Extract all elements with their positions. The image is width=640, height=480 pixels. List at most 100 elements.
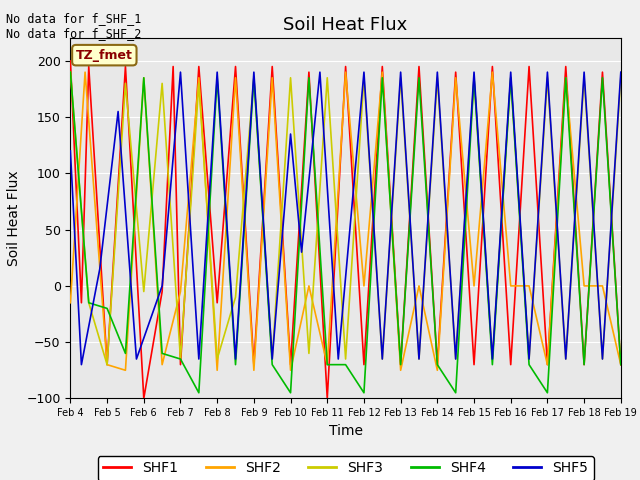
SHF4 [488, 362, 496, 368]
SHF5 [397, 69, 404, 75]
SHF4 [250, 75, 258, 81]
SHF3 [158, 81, 166, 86]
SHF1 [598, 69, 606, 75]
SHF1 [268, 64, 276, 70]
SHF4 [158, 350, 166, 356]
SHF5 [507, 69, 515, 75]
SHF1 [397, 362, 404, 368]
SHF3 [177, 356, 184, 362]
Line: SHF2: SHF2 [70, 72, 621, 370]
SHF5 [158, 283, 166, 289]
SHF1 [452, 69, 460, 75]
SHF5 [213, 69, 221, 75]
SHF5 [250, 69, 258, 75]
SHF4 [470, 75, 478, 81]
SHF5 [177, 69, 184, 75]
SHF3 [287, 75, 294, 81]
SHF1 [433, 362, 441, 368]
SHF1 [580, 362, 588, 368]
SHF1 [488, 64, 496, 70]
SHF3 [617, 75, 625, 81]
SHF5 [598, 356, 606, 362]
SHF2 [507, 283, 515, 289]
SHF5 [525, 356, 533, 362]
SHF4 [580, 362, 588, 368]
SHF4 [67, 69, 74, 75]
SHF5 [115, 108, 122, 114]
SHF1 [213, 300, 221, 306]
SHF1 [195, 64, 203, 70]
SHF3 [507, 75, 515, 81]
SHF1 [415, 64, 423, 70]
SHF2 [232, 75, 239, 81]
SHF1 [378, 64, 386, 70]
SHF4 [85, 300, 93, 306]
SHF4 [103, 305, 111, 311]
SHF2 [470, 283, 478, 289]
SHF5 [562, 356, 570, 362]
SHF3 [580, 75, 588, 81]
SHF1 [140, 396, 148, 401]
SHF2 [342, 69, 349, 75]
SHF3 [268, 356, 276, 362]
SHF2 [305, 283, 313, 289]
SHF3 [305, 350, 313, 356]
SHF5 [287, 131, 294, 137]
SHF1 [170, 64, 177, 70]
SHF4 [232, 362, 239, 368]
Text: TZ_fmet: TZ_fmet [76, 48, 132, 61]
SHF1 [470, 362, 478, 368]
SHF5 [543, 69, 551, 75]
SHF5 [433, 69, 441, 75]
SHF4 [415, 75, 423, 81]
SHF5 [232, 356, 239, 362]
SHF3 [250, 75, 258, 81]
SHF3 [67, 69, 74, 75]
SHF3 [378, 356, 386, 362]
Line: SHF3: SHF3 [70, 72, 621, 365]
SHF1 [543, 362, 551, 368]
SHF2 [250, 367, 258, 373]
SHF5 [452, 356, 460, 362]
SHF4 [195, 390, 203, 396]
SHF1 [158, 288, 166, 294]
SHF3 [488, 356, 496, 362]
Y-axis label: Soil Heat Flux: Soil Heat Flux [7, 170, 20, 266]
SHF1 [342, 64, 349, 70]
SHF4 [140, 75, 148, 81]
SHF4 [213, 75, 221, 81]
SHF5 [195, 356, 203, 362]
SHF3 [543, 75, 551, 81]
SHF4 [305, 75, 313, 81]
SHF3 [213, 356, 221, 362]
SHF3 [452, 356, 460, 362]
SHF1 [323, 396, 331, 401]
SHF2 [580, 283, 588, 289]
SHF5 [67, 148, 74, 154]
SHF1 [77, 300, 85, 306]
Title: Soil Heat Flux: Soil Heat Flux [284, 16, 408, 34]
SHF1 [525, 64, 533, 70]
SHF3 [342, 356, 349, 362]
SHF1 [103, 362, 111, 368]
SHF2 [378, 69, 386, 75]
SHF5 [415, 356, 423, 362]
SHF3 [195, 81, 203, 86]
SHF1 [360, 362, 368, 368]
SHF2 [433, 367, 441, 373]
SHF4 [360, 390, 368, 396]
SHF1 [507, 362, 515, 368]
SHF4 [507, 75, 515, 81]
SHF5 [335, 356, 342, 362]
X-axis label: Time: Time [328, 424, 363, 438]
SHF5 [316, 69, 324, 75]
SHF2 [195, 75, 203, 81]
SHF2 [360, 283, 368, 289]
Line: SHF1: SHF1 [70, 61, 621, 398]
SHF1 [562, 64, 570, 70]
SHF5 [298, 249, 305, 255]
SHF2 [452, 75, 460, 81]
SHF3 [360, 75, 368, 81]
SHF3 [470, 75, 478, 81]
SHF5 [268, 356, 276, 362]
